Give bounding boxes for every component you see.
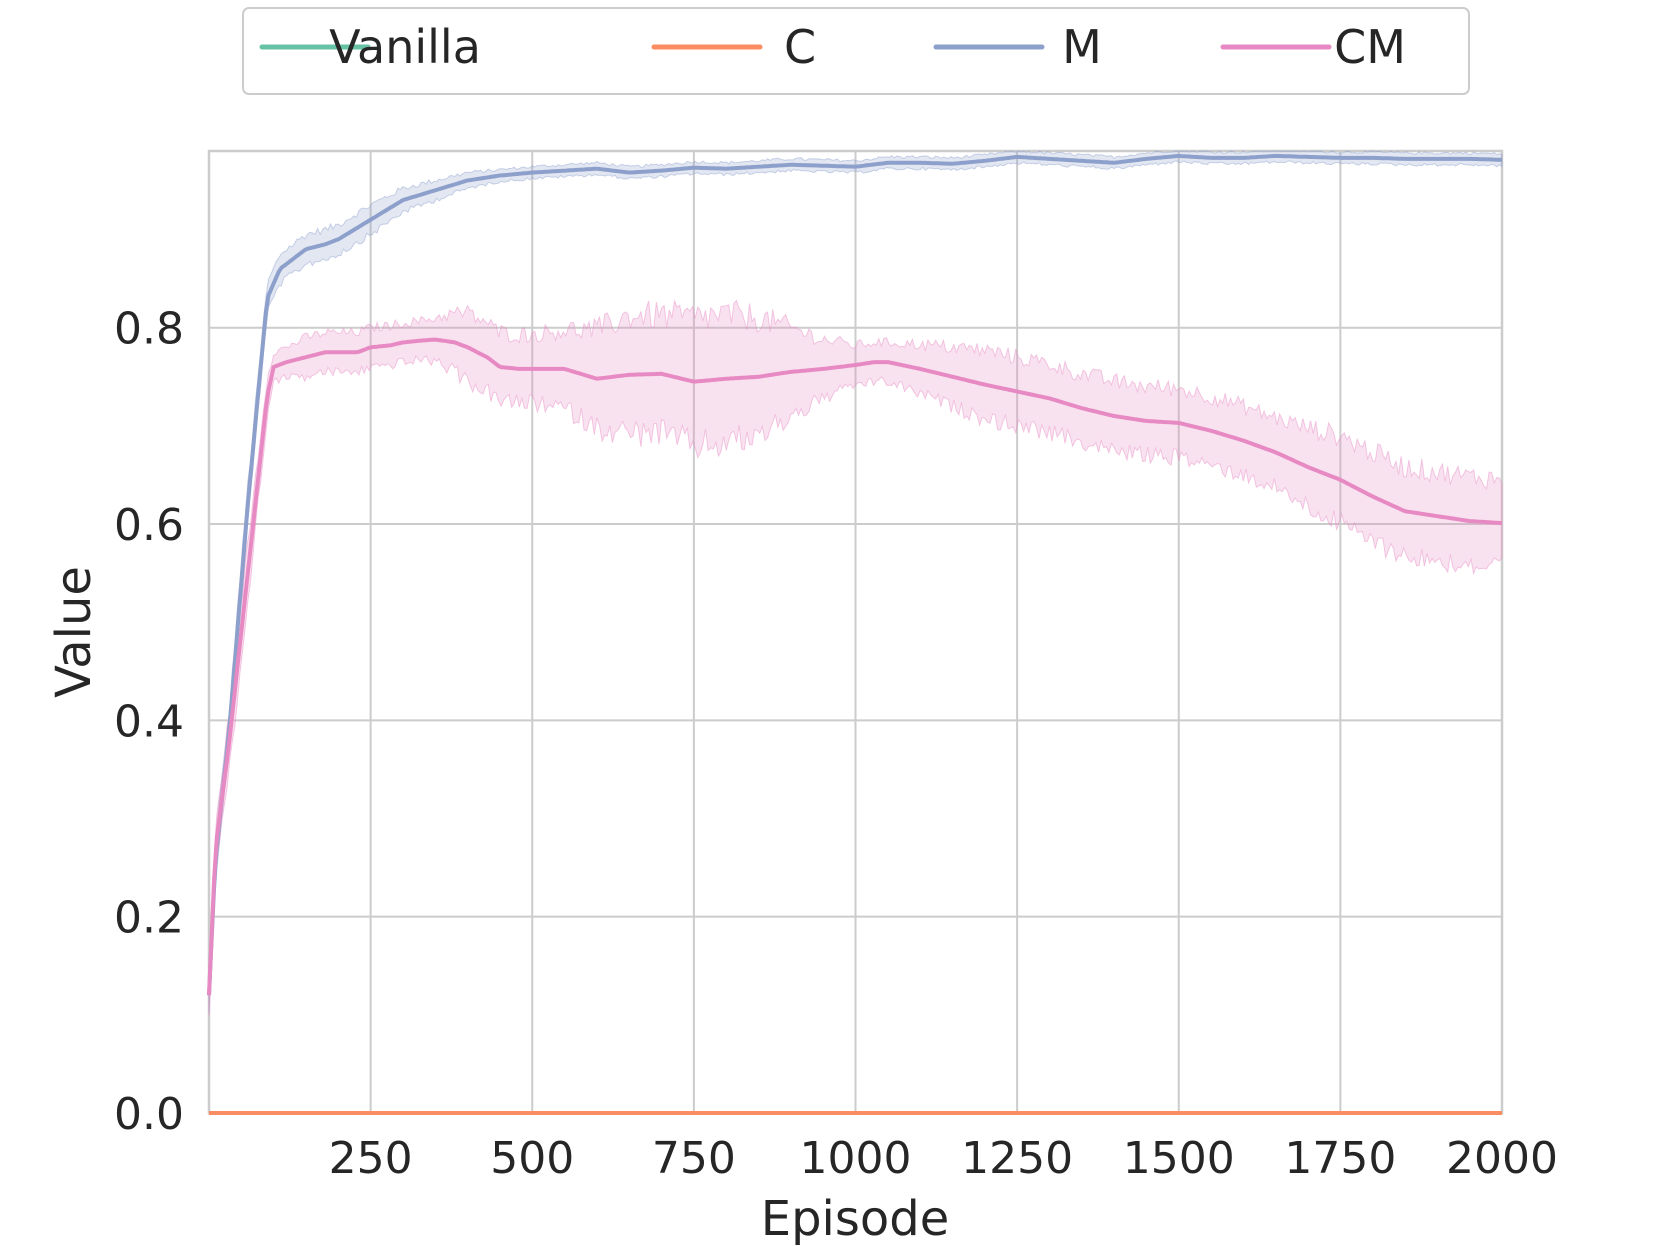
legend: Vanilla C M CM	[242, 7, 1470, 95]
x-tick-label: 750	[652, 1133, 736, 1184]
legend-frame	[242, 7, 1470, 95]
x-axis-title: Episode	[761, 1191, 950, 1246]
y-tick-label: 0.4	[114, 696, 184, 747]
x-tick-label: 2000	[1446, 1133, 1558, 1184]
x-tick-label: 1750	[1284, 1133, 1396, 1184]
series-lines	[207, 153, 1503, 1115]
y-tick-label: 0.0	[114, 1089, 184, 1140]
x-tick-labels: 250 500 750 1000 1250 1500 1750 2000	[329, 1133, 1558, 1184]
legend-label-CM: CM	[1334, 20, 1406, 74]
grid	[209, 151, 1502, 1113]
series-line-CM	[207, 337, 1503, 996]
x-tick-label: 1000	[800, 1133, 912, 1184]
band-CM	[208, 299, 1503, 1016]
legend-label-M: M	[1062, 20, 1102, 74]
y-tick-labels: 0.0 0.2 0.4 0.6 0.8	[114, 304, 184, 1140]
x-tick-label: 250	[329, 1133, 413, 1184]
y-tick-label: 0.2	[114, 893, 184, 944]
x-tick-label: 500	[490, 1133, 574, 1184]
legend-label-Vanilla: Vanilla	[329, 20, 481, 74]
y-axis-title: Value	[46, 566, 102, 698]
series-line-M	[207, 153, 1502, 996]
y-tick-label: 0.6	[114, 500, 184, 551]
legend-label-C: C	[784, 20, 816, 74]
x-tick-label: 1500	[1123, 1133, 1235, 1184]
x-tick-label: 1250	[961, 1133, 1073, 1184]
y-tick-label: 0.8	[114, 304, 184, 355]
